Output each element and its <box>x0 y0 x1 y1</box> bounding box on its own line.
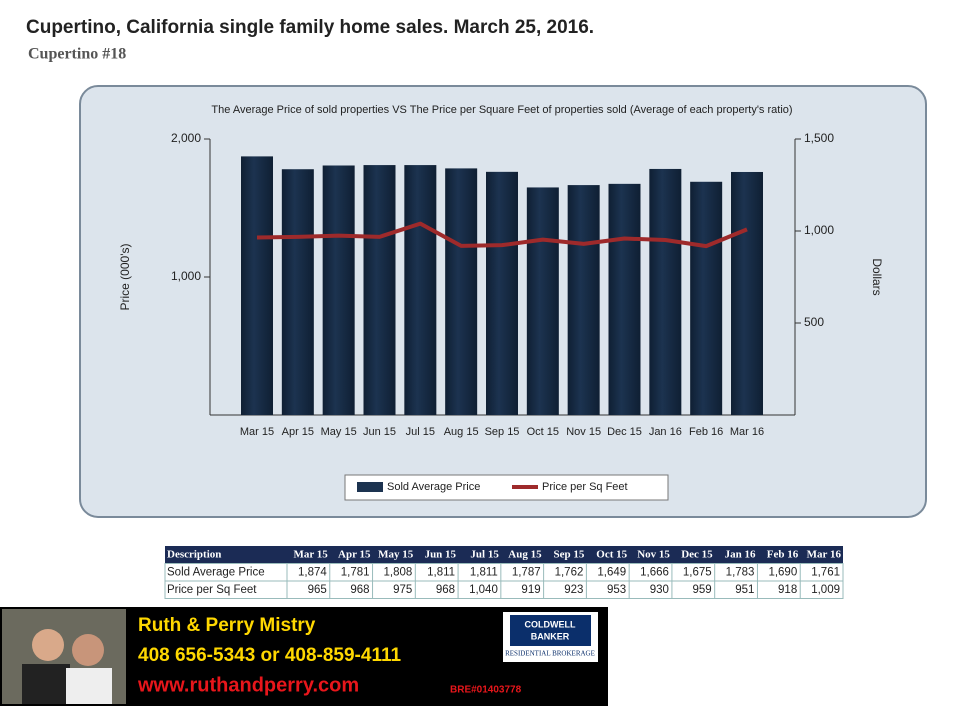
table-cell: 1,690 <box>768 566 797 578</box>
chart-title: The Average Price of sold properties VS … <box>211 104 792 116</box>
y2-axis-label: Dollars <box>870 258 884 295</box>
photo-face <box>32 629 64 661</box>
photo-body <box>66 668 112 704</box>
agent-website: www.ruthandperry.com <box>137 674 359 696</box>
table-header: Feb 16 <box>767 548 799 560</box>
x-tick-label: Mar 15 <box>240 426 274 438</box>
table-cell: 959 <box>693 584 712 596</box>
table-header: Jul 15 <box>470 548 499 560</box>
bar <box>404 165 437 415</box>
slide-subtitle: Cupertino #18 <box>28 46 126 63</box>
table-cell: 1,781 <box>341 566 370 578</box>
y2-tick-label: 500 <box>804 315 824 329</box>
logo-text: BANKER <box>531 631 570 641</box>
bar <box>649 168 682 415</box>
x-tick-label: May 15 <box>321 426 357 438</box>
table-cell: 1,666 <box>640 566 669 578</box>
table-header: Oct 15 <box>596 548 627 560</box>
slide-title: Cupertino, California single family home… <box>26 17 594 38</box>
line <box>256 221 748 249</box>
table-cell: 919 <box>521 584 540 596</box>
x-tick-label: Sep 15 <box>485 426 520 438</box>
table-row-label: Price per Sq Feet <box>167 584 257 596</box>
table-header: Sep 15 <box>554 548 585 560</box>
bar <box>731 171 763 415</box>
bar <box>281 169 314 415</box>
table-header: May 15 <box>378 548 414 560</box>
table-cell: 1,762 <box>555 566 584 578</box>
table-cell: 918 <box>778 584 797 596</box>
x-tick-label: Jan 16 <box>649 426 682 438</box>
x-tick-label: Jun 15 <box>363 426 396 438</box>
bar <box>608 183 641 415</box>
table-cell: 1,811 <box>427 566 455 578</box>
legend <box>344 474 669 501</box>
table-cell: 1,761 <box>811 566 840 578</box>
table-cell: 923 <box>564 584 583 596</box>
table-cell: 1,874 <box>298 566 327 578</box>
table-header: Jun 15 <box>425 548 457 560</box>
table-cell: 968 <box>436 584 455 596</box>
table-header: Mar 15 <box>293 548 328 560</box>
table-cell: 1,787 <box>512 566 541 578</box>
x-tick-label: Aug 15 <box>444 426 479 438</box>
y2-tick-label: 1,500 <box>804 131 834 145</box>
x-tick-label: Mar 16 <box>730 426 764 438</box>
bar <box>486 171 518 415</box>
table-header: Apr 15 <box>338 548 371 560</box>
x-tick-label: Feb 16 <box>689 426 723 438</box>
bar <box>526 187 559 415</box>
table-cell: 1,783 <box>726 566 755 578</box>
table-header: Aug 15 <box>508 548 542 560</box>
x-tick-label: Jul 15 <box>406 426 435 438</box>
bar <box>690 181 723 415</box>
data-table: Description Mar 15 Apr 15 May 15 Jun 15 Jul 1… <box>164 546 844 599</box>
table-cell: 1,009 <box>811 584 840 596</box>
x-tick-label: Nov 15 <box>566 426 601 438</box>
bar <box>322 165 355 415</box>
table-cell: 965 <box>308 584 327 596</box>
y-tick-label: 2,000 <box>171 131 201 145</box>
table-cell: 975 <box>393 584 412 596</box>
table-cell: 1,675 <box>683 566 712 578</box>
x-tick-label: Apr 15 <box>282 426 314 438</box>
table-cell: 1,040 <box>469 584 498 596</box>
legend-swatch <box>357 482 383 492</box>
table-cell: 951 <box>735 584 754 596</box>
bar <box>241 156 273 415</box>
legend-label: Price per Sq Feet <box>542 481 628 493</box>
table-row-label: Sold Average Price <box>167 566 265 578</box>
x-tick-label: Dec 15 <box>607 426 642 438</box>
table-header-bg <box>165 546 843 564</box>
table-header: Mar 16 <box>807 548 842 560</box>
legend-label: Sold Average Price <box>387 481 480 493</box>
bar <box>363 165 396 415</box>
table-cell: 1,808 <box>384 566 413 578</box>
table-cell: 930 <box>650 584 669 596</box>
y2-tick-label: 1,000 <box>804 223 834 237</box>
table-header: Jan 16 <box>725 548 756 560</box>
agent-name: Ruth & Perry Mistry <box>138 615 316 636</box>
table-header: Description <box>167 548 221 560</box>
table-cell: 1,811 <box>470 566 498 578</box>
table-cell: 1,649 <box>597 566 626 578</box>
table-cell: 953 <box>607 584 626 596</box>
x-tick-label: Oct 15 <box>527 426 559 438</box>
agent-phone: 408 656-5343 or 408-859-4111 <box>138 645 401 666</box>
table-header: Dec 15 <box>681 548 713 560</box>
bar <box>445 168 478 415</box>
photo-body <box>22 664 70 704</box>
table-row <box>164 580 844 599</box>
logo-text: RESIDENTIAL BROKERAGE <box>505 650 595 658</box>
logo-mark <box>510 615 591 646</box>
table-cell: 968 <box>350 584 369 596</box>
agent-license: BRE#01403778 <box>450 685 522 696</box>
bar <box>567 185 600 415</box>
y-tick-label: 1,000 <box>171 269 201 283</box>
photo-face <box>72 634 104 666</box>
logo-text: COLDWELL <box>525 619 576 629</box>
table-header: Nov 15 <box>637 548 670 560</box>
y-axis-label: Price (000's) <box>118 244 132 311</box>
